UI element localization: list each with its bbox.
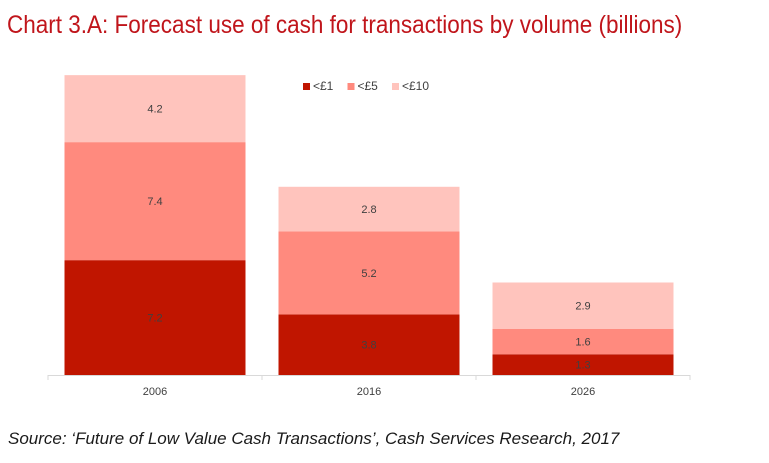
bar-segment-2016-1	[278, 314, 460, 375]
data-label: 4.2	[147, 104, 162, 116]
x-tick-label: 2016	[357, 386, 381, 398]
bar-segment-2006-1	[64, 260, 246, 375]
legend-label: <£5	[358, 79, 379, 93]
bar-segment-2006-3	[64, 75, 246, 143]
bar-segment-2026-2	[492, 328, 674, 355]
bar-segment-2026-1	[492, 354, 674, 375]
legend-swatch-1	[303, 83, 310, 90]
data-label: 3.8	[361, 340, 376, 352]
legend-swatch-3	[392, 83, 399, 90]
data-label: 5.2	[361, 268, 376, 280]
legend-swatch-2	[347, 83, 355, 90]
bar-segment-2016-2	[278, 231, 460, 315]
legend-label: <£10	[402, 79, 429, 93]
data-label: 7.4	[147, 196, 162, 208]
bar-segment-2016-3	[278, 186, 460, 232]
x-tick-label: 2006	[143, 386, 167, 398]
bar-segment-2006-2	[64, 142, 246, 261]
chart-title: Chart 3.A: Forecast use of cash for tran…	[7, 11, 683, 39]
x-tick-label: 2026	[571, 386, 595, 398]
source-note: Source: ‘Future of Low Value Cash Transa…	[8, 429, 620, 448]
data-label: 2.9	[575, 301, 590, 313]
data-label: 1.6	[575, 337, 590, 349]
data-label: 7.2	[147, 313, 162, 325]
data-label: 2.8	[361, 204, 376, 216]
data-label: 1.3	[575, 360, 590, 372]
legend-label: <£1	[313, 79, 334, 93]
bar-segment-2026-3	[492, 282, 674, 329]
